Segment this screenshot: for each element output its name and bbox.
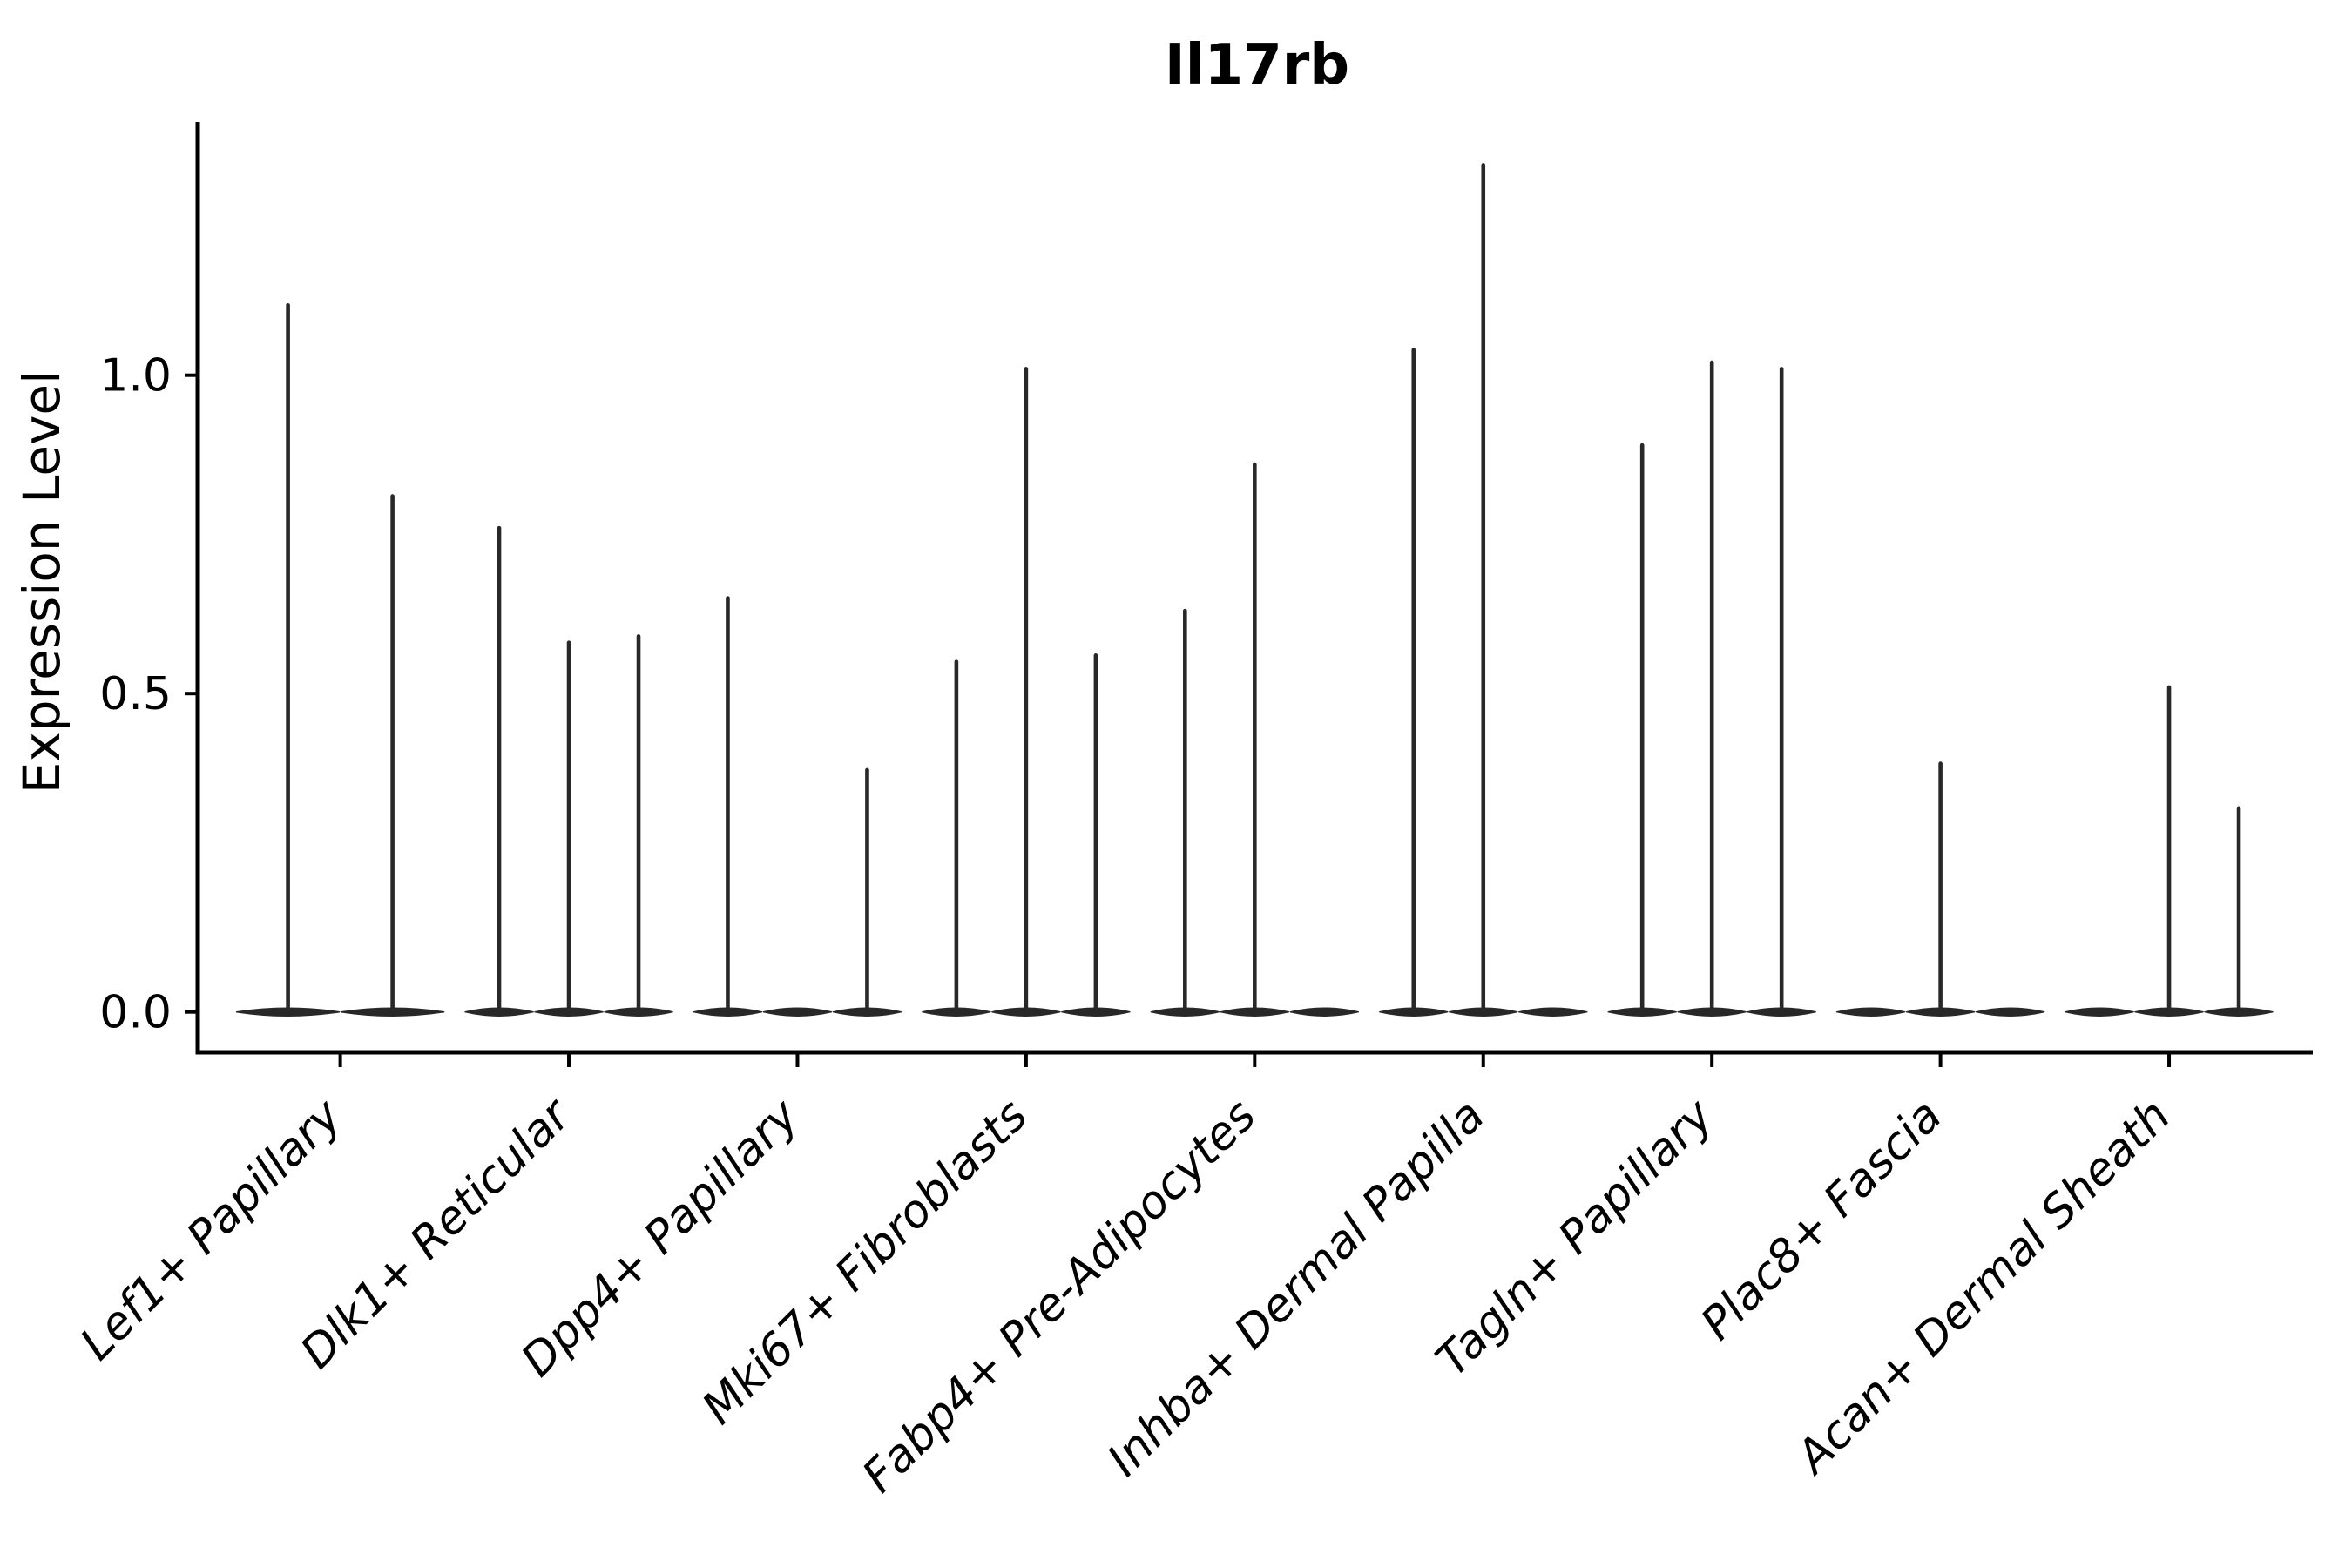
- x-tick-label: Plac8+ Fascia: [1692, 1090, 1952, 1350]
- x-tick-label: Acan+ Dermal Sheath: [1785, 1090, 2180, 1485]
- y-tick-label: 0.5: [99, 668, 172, 720]
- violin-base: [762, 1007, 833, 1017]
- axes-layer: [185, 122, 2313, 1067]
- violin-base: [1518, 1007, 1588, 1017]
- violin-group: [1150, 462, 1360, 1017]
- violin-group: [235, 302, 445, 1017]
- violin-group: [1835, 761, 2045, 1017]
- violin-group: [464, 525, 673, 1017]
- violin-group: [1607, 360, 1816, 1017]
- x-tick-label: Inhba+ Dermal Papilla: [1098, 1090, 1495, 1487]
- violin-group: [922, 367, 1131, 1017]
- x-tick-label: Fabp4+ Pre-Adipocytes: [853, 1090, 1267, 1504]
- y-tick-label: 0.0: [99, 987, 172, 1039]
- y-tick-label: 1.0: [99, 350, 172, 402]
- violin-group: [2065, 685, 2274, 1017]
- violin-base: [2065, 1007, 2134, 1017]
- violin-base: [1975, 1007, 2045, 1017]
- violins-layer: [235, 163, 2274, 1017]
- violin-base: [1289, 1007, 1360, 1017]
- chart-title: Il17rb: [1165, 33, 1349, 98]
- violin-group: [1379, 163, 1588, 1017]
- y-axis-label: Expression Level: [12, 370, 71, 794]
- violin-base: [1835, 1007, 1906, 1017]
- violin-group: [693, 596, 902, 1017]
